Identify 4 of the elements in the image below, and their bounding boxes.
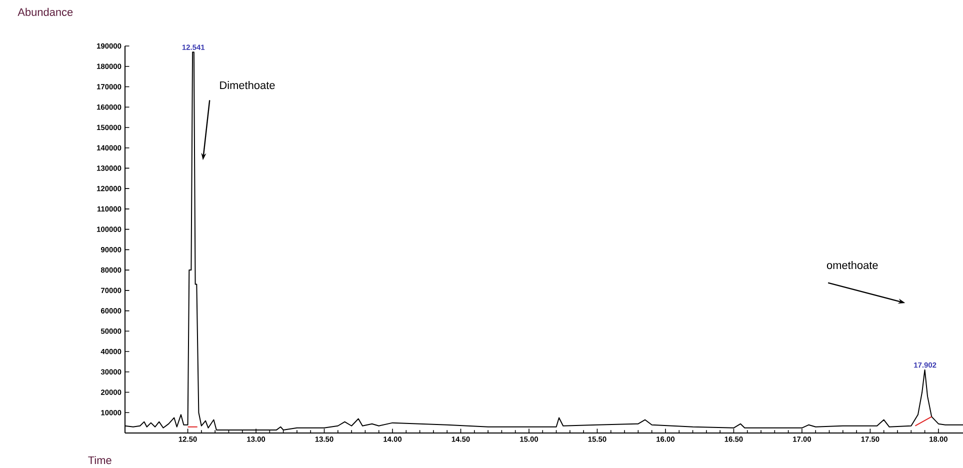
- y-axis-title: Abundance: [18, 8, 73, 16]
- annotation: Dimethoate: [220, 81, 275, 90]
- annotation: omethoate: [826, 261, 878, 270]
- x-axis-title: Time: [88, 456, 112, 464]
